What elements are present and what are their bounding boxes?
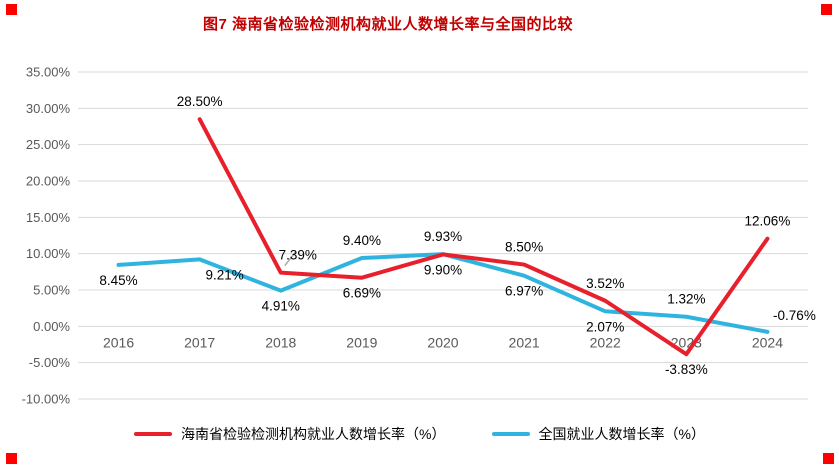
selection-handle-top-left[interactable]	[6, 4, 17, 15]
legend-label-hainan: 海南省检验检测机构就业人数增长率（%）	[181, 426, 446, 442]
data-label: 2.07%	[586, 319, 624, 334]
data-label: 9.93%	[424, 229, 462, 244]
y-tick-label: 20.00%	[26, 174, 71, 189]
x-tick-label: 2016	[103, 334, 134, 350]
x-tick-label: 2020	[427, 334, 458, 350]
y-tick-label: 15.00%	[26, 210, 71, 225]
data-label: 8.45%	[99, 273, 137, 288]
x-tick-label: 2024	[752, 334, 783, 350]
x-tick-label: 2019	[346, 334, 377, 350]
data-label: 12.06%	[745, 214, 791, 229]
data-label: 7.39%	[279, 248, 317, 263]
data-label: 4.91%	[262, 299, 300, 314]
x-tick-label: 2017	[184, 334, 215, 350]
data-label: 1.32%	[667, 292, 705, 307]
legend-swatch-hainan	[134, 432, 173, 436]
y-tick-label: 35.00%	[26, 65, 71, 80]
selection-handle-top-right[interactable]	[821, 4, 832, 15]
data-label: 8.50%	[505, 240, 543, 255]
selection-handle-bottom-left[interactable]	[6, 453, 17, 464]
y-tick-label: -10.00%	[22, 392, 71, 407]
y-tick-label: 5.00%	[33, 283, 70, 298]
data-label: 6.69%	[343, 286, 381, 301]
legend-item-national[interactable]: 全国就业人数增长率（%）	[491, 424, 705, 444]
legend-swatch-national	[491, 432, 530, 436]
data-label: -3.83%	[665, 362, 708, 377]
data-label: 28.50%	[177, 94, 223, 109]
chart-legend: 海南省检验检测机构就业人数增长率（%） 全国就业人数增长率（%）	[0, 424, 839, 444]
callout-line	[284, 251, 297, 267]
x-tick-label: 2022	[590, 334, 621, 350]
x-tick-label: 2021	[509, 334, 540, 350]
data-label: 9.21%	[206, 267, 244, 282]
chart-title: 图7 海南省检验检测机构就业人数增长率与全国的比较	[202, 16, 573, 33]
data-label: -0.76%	[773, 308, 816, 323]
y-tick-label: -5.00%	[29, 355, 71, 370]
y-tick-label: 30.00%	[26, 101, 71, 116]
data-label: 9.40%	[343, 233, 381, 248]
data-label: 9.90%	[424, 262, 462, 277]
y-tick-label: 10.00%	[26, 246, 71, 261]
selection-handle-bottom-right[interactable]	[823, 453, 834, 464]
legend-label-national: 全国就业人数增长率（%）	[538, 426, 705, 442]
y-tick-label: 0.00%	[33, 319, 70, 334]
data-label: 3.52%	[586, 276, 624, 291]
y-tick-label: 25.00%	[26, 137, 71, 152]
x-tick-label: 2018	[265, 334, 296, 350]
legend-item-hainan[interactable]: 海南省检验检测机构就业人数增长率（%）	[134, 424, 446, 444]
series-line-hainan[interactable]	[197, 117, 770, 357]
data-label: 6.97%	[505, 284, 543, 299]
